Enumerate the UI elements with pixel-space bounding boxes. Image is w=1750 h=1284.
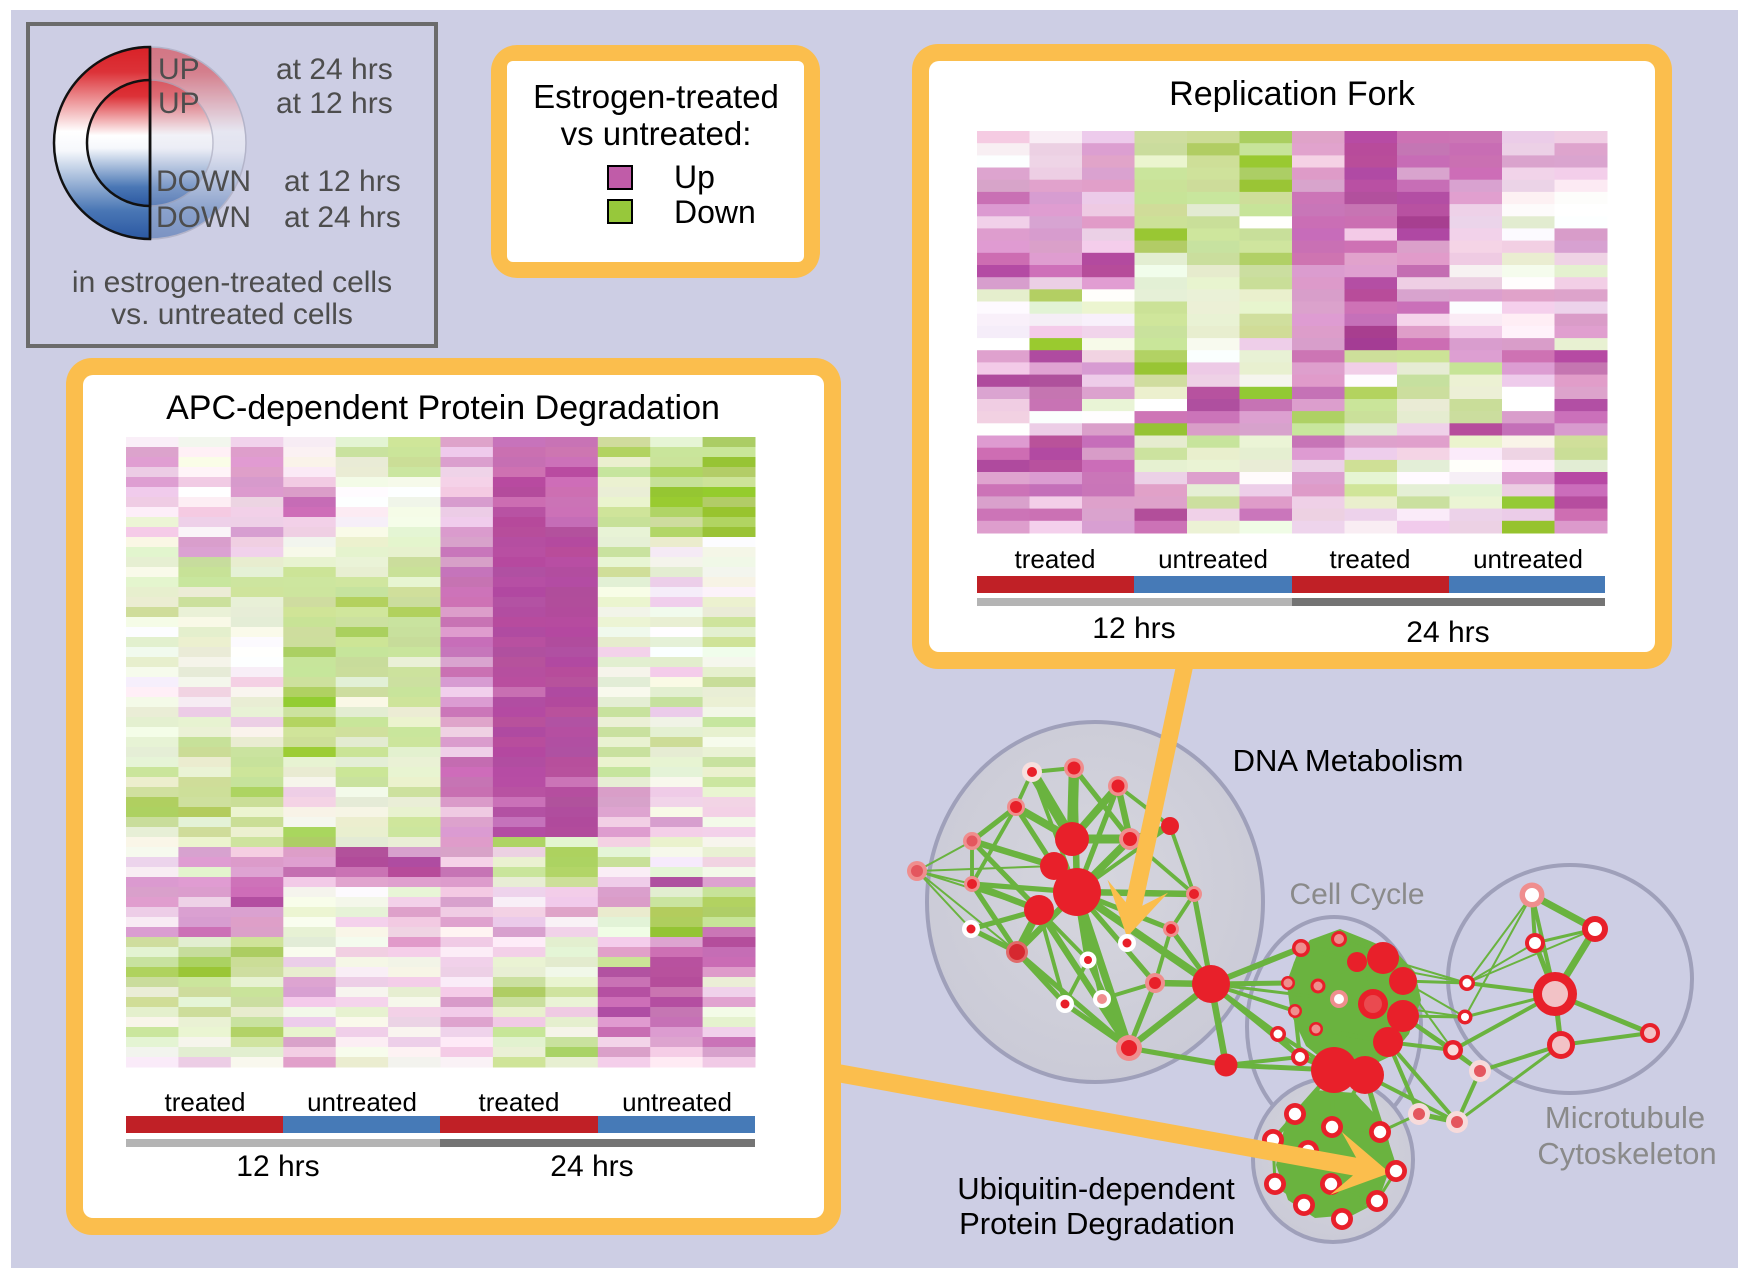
- svg-text:treated: treated: [1015, 544, 1096, 574]
- svg-text:Cell Cycle: Cell Cycle: [1289, 878, 1424, 911]
- svg-text:Down: Down: [674, 194, 756, 230]
- svg-text:vs untreated:: vs untreated:: [561, 115, 752, 152]
- svg-text:DOWN: DOWN: [156, 201, 251, 234]
- svg-text:Protein Degradation: Protein Degradation: [959, 1206, 1235, 1241]
- svg-text:treated: treated: [1330, 544, 1411, 574]
- svg-text:untreated: untreated: [1158, 544, 1268, 574]
- svg-text:UP: UP: [158, 53, 200, 86]
- svg-text:at 24 hrs: at 24 hrs: [276, 53, 393, 86]
- svg-text:UP: UP: [158, 87, 200, 120]
- svg-text:Cytoskeleton: Cytoskeleton: [1537, 1136, 1716, 1171]
- svg-text:Estrogen-treated: Estrogen-treated: [533, 78, 779, 115]
- svg-text:Up: Up: [674, 159, 715, 195]
- svg-text:Microtubule: Microtubule: [1545, 1100, 1705, 1135]
- svg-text:at 24 hrs: at 24 hrs: [284, 201, 401, 234]
- svg-text:APC-dependent Protein Degradat: APC-dependent Protein Degradation: [166, 389, 720, 427]
- svg-text:untreated: untreated: [622, 1087, 732, 1117]
- svg-text:in estrogen-treated cells: in estrogen-treated cells: [72, 266, 392, 299]
- svg-text:treated: treated: [165, 1087, 246, 1117]
- svg-text:treated: treated: [479, 1087, 560, 1117]
- svg-text:DOWN: DOWN: [156, 165, 251, 198]
- svg-text:Replication Fork: Replication Fork: [1169, 75, 1416, 113]
- svg-text:Ubiquitin-dependent: Ubiquitin-dependent: [957, 1171, 1235, 1206]
- svg-text:vs. untreated cells: vs. untreated cells: [111, 298, 353, 331]
- svg-text:24 hrs: 24 hrs: [550, 1150, 633, 1183]
- svg-text:12 hrs: 12 hrs: [236, 1150, 319, 1183]
- svg-text:untreated: untreated: [307, 1087, 417, 1117]
- svg-text:untreated: untreated: [1473, 544, 1583, 574]
- svg-text:DNA Metabolism: DNA Metabolism: [1233, 743, 1464, 778]
- svg-text:12 hrs: 12 hrs: [1092, 612, 1175, 645]
- svg-text:at 12 hrs: at 12 hrs: [284, 165, 401, 198]
- svg-text:at 12 hrs: at 12 hrs: [276, 87, 393, 120]
- svg-text:24 hrs: 24 hrs: [1406, 616, 1489, 649]
